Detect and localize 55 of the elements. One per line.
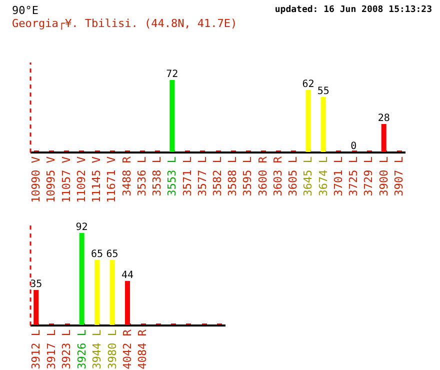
x-tick-label: 3926 L	[75, 329, 88, 370]
bar	[306, 90, 311, 152]
bar	[381, 124, 386, 152]
x-tick-label: 11671 V	[105, 156, 118, 203]
chart-title: 90°E	[12, 4, 38, 17]
data-label: 0	[350, 141, 357, 152]
x-tick-label: 3923 L	[60, 329, 74, 370]
x-tick-label: 3645 L	[302, 156, 315, 196]
x-tick-label: 3605 L	[286, 156, 300, 196]
x-tick-label: 4042 R	[121, 329, 134, 370]
data-label: 62	[302, 79, 314, 90]
x-tick-label: 3536 L	[135, 156, 148, 196]
x-tick-label: 10995 V	[44, 156, 58, 203]
bar	[110, 260, 115, 325]
x-tick-label: 3980 L	[106, 329, 119, 370]
x-tick-label: 3577 L	[196, 156, 209, 196]
data-label: 65	[106, 249, 118, 260]
x-tick-label: 3582 L	[211, 156, 224, 196]
x-tick-label: 3944 L	[90, 329, 104, 370]
x-tick-label: 3553 L	[166, 156, 179, 196]
x-tick-label: 3595 L	[241, 156, 254, 196]
x-tick-label: 3912 L	[30, 329, 43, 370]
x-tick-label: 3571 L	[180, 156, 194, 196]
bar	[170, 80, 175, 152]
x-tick-label: 3674 L	[316, 156, 330, 196]
bar	[320, 97, 326, 152]
x-tick-label: 3900 L	[377, 156, 390, 196]
bar	[34, 290, 39, 325]
data-label: 65	[91, 249, 104, 260]
x-tick-label: 3603 R	[271, 156, 284, 196]
x-tick-label: 3538 L	[150, 156, 164, 196]
x-tick-label: 3917 L	[44, 329, 58, 370]
data-label: 44	[121, 270, 134, 281]
x-tick-label: 10990 V	[30, 156, 43, 203]
x-tick-label: 3488 R	[120, 156, 134, 196]
data-label: 28	[378, 113, 390, 124]
x-tick-label: 11145 V	[90, 156, 104, 203]
bar	[94, 260, 100, 325]
x-tick-label: 3725 L	[347, 156, 360, 196]
x-tick-label: 3600 R	[256, 156, 270, 196]
x-tick-label: 11092 V	[74, 156, 88, 203]
data-label: 35	[30, 279, 42, 290]
x-tick-label: 3907 L	[392, 156, 406, 196]
x-tick-label: 3701 L	[332, 156, 345, 196]
data-label: 55	[317, 86, 330, 97]
chart-subtitle: Georgia┌¥. Tbilisi. (44.8N, 41.7E)	[12, 17, 238, 30]
x-tick-label: 3729 L	[362, 156, 376, 196]
x-tick-label: 4084 R	[136, 329, 150, 370]
data-label: 72	[166, 69, 178, 80]
x-tick-label: 11057 V	[60, 156, 73, 203]
x-tick-label: 3588 L	[226, 156, 240, 196]
bar	[125, 281, 130, 325]
bar	[79, 233, 84, 325]
text: updated: 16 Jun 2008 15:13:23	[274, 4, 432, 17]
data-label: 92	[76, 222, 88, 233]
